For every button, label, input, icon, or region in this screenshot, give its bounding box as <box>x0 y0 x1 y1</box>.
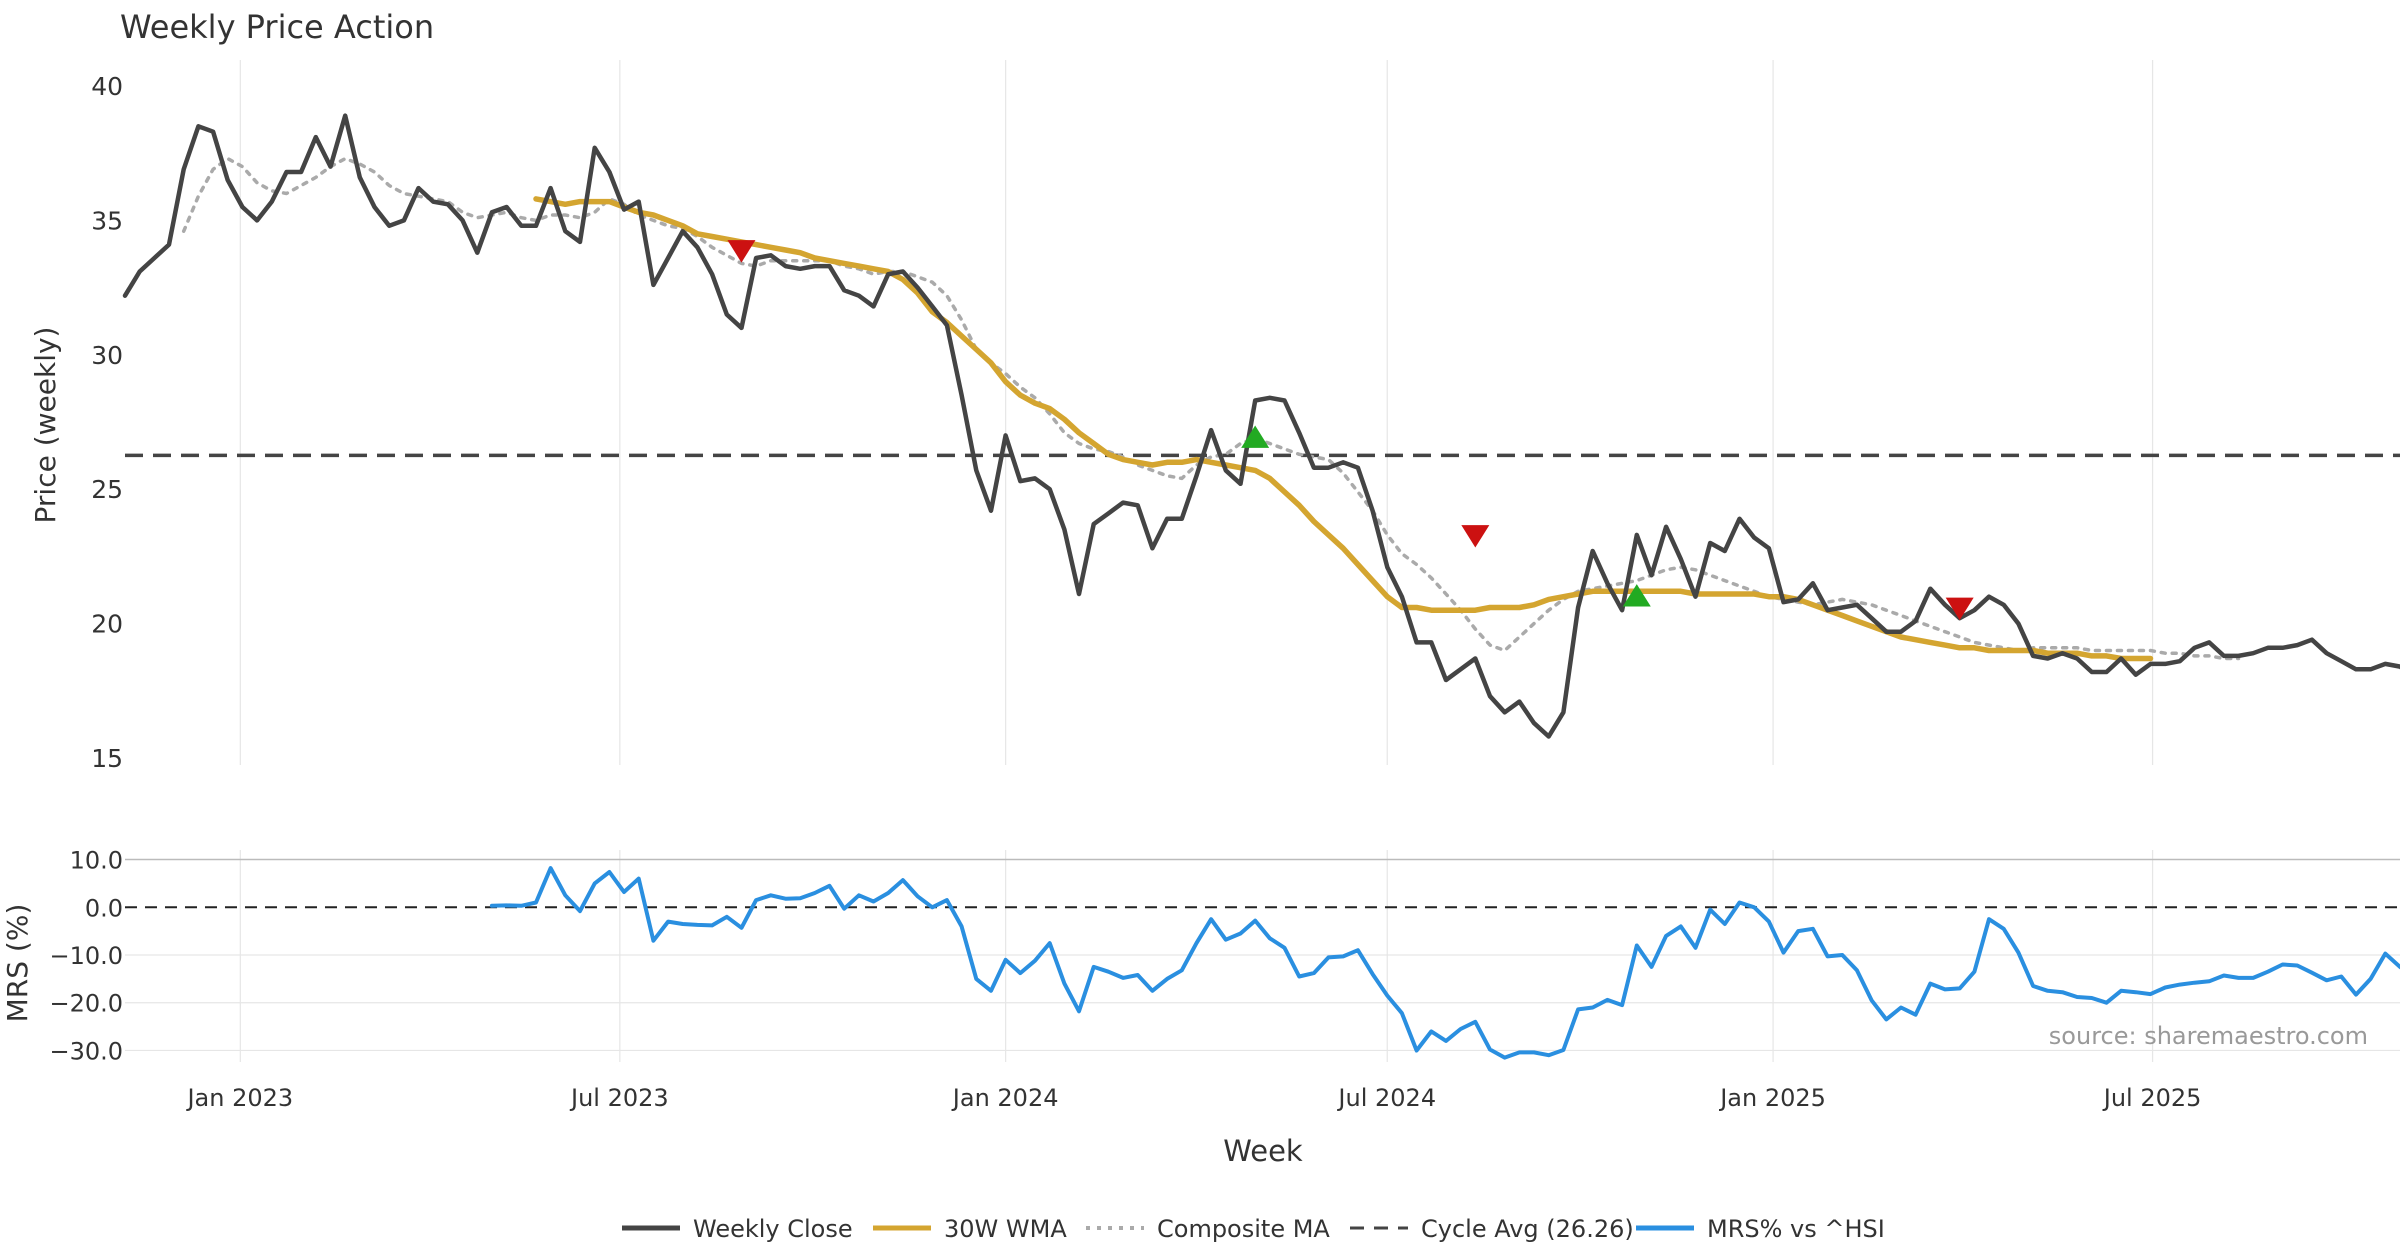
mrs-y-ticks: 10.0 0.0 −10.0 −20.0 −30.0 <box>49 847 123 1066</box>
x-tick-label: Jan 2024 <box>951 1084 1059 1112</box>
price-grid <box>239 60 2154 765</box>
x-tick-label: Jul 2025 <box>2102 1084 2202 1112</box>
buy-signal-marker <box>1241 425 1270 448</box>
price-y-tick-label: 40 <box>91 72 123 101</box>
source-label: source: sharemaestro.com <box>2049 1022 2368 1050</box>
mrs-y-axis-label: MRS (%) <box>1 904 34 1023</box>
buy-signal-marker <box>1622 584 1651 607</box>
sell-signal-marker <box>1461 525 1490 548</box>
x-tick-label: Jul 2024 <box>1336 1084 1436 1112</box>
wma-30w-line <box>533 196 2154 662</box>
mrs-y-tick-label: −30.0 <box>49 1037 123 1065</box>
mrs-line <box>489 866 2400 1060</box>
price-y-tick-label: 30 <box>91 341 123 370</box>
x-tick-label: Jul 2023 <box>569 1084 669 1112</box>
price-y-tick-label: 20 <box>91 610 123 639</box>
mrs-y-tick-label: 10.0 <box>70 847 123 875</box>
sell-signal-marker <box>727 240 756 263</box>
price-y-tick-label: 25 <box>91 475 123 504</box>
price-y-axis-label: Price (weekly) <box>29 327 62 524</box>
price-y-ticks: 15 20 25 30 35 40 <box>91 72 123 773</box>
chart-title: Weekly Price Action <box>120 8 434 46</box>
legend-label: MRS% vs ^HSI <box>1707 1215 1885 1243</box>
mrs-y-tick-label: 0.0 <box>85 894 123 922</box>
mrs-y-tick-label: −10.0 <box>49 942 123 970</box>
signal-markers <box>727 240 1974 621</box>
legend-label: Composite MA <box>1157 1215 1330 1243</box>
sell-signal-marker <box>1945 597 1974 621</box>
x-axis-ticks: Jan 2023 Jul 2023 Jan 2024 Jul 2024 Jan 2025… <box>185 1084 2201 1112</box>
series-layer <box>122 113 2400 1060</box>
price-y-tick-label: 15 <box>91 744 123 773</box>
legend-label: Weekly Close <box>693 1215 853 1243</box>
mrs-y-tick-label: −20.0 <box>49 990 123 1018</box>
legend: Weekly Close 30W WMA Composite MA Cycle Avg… <box>622 1215 1885 1243</box>
weekly-close-line <box>122 113 2400 739</box>
legend-label: 30W WMA <box>944 1215 1067 1243</box>
legend-label: Cycle Avg (26.26) <box>1421 1215 1634 1243</box>
composite-ma-line <box>181 156 2241 661</box>
x-tick-label: Jan 2025 <box>1718 1084 1826 1112</box>
price-y-tick-label: 35 <box>91 206 123 235</box>
x-tick-label: Jan 2023 <box>185 1084 293 1112</box>
x-axis-label: Week <box>1223 1134 1303 1168</box>
